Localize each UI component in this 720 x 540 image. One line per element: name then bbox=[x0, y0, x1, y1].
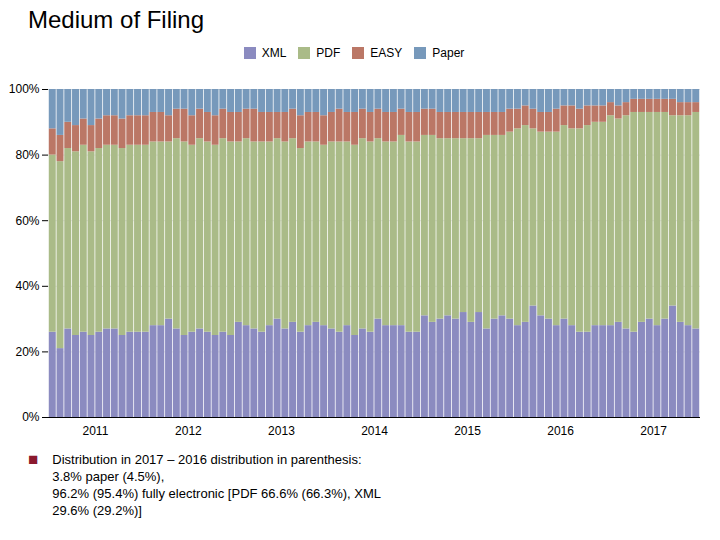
svg-text:80%: 80% bbox=[15, 148, 39, 162]
svg-text:2011: 2011 bbox=[82, 424, 108, 438]
svg-text:20%: 20% bbox=[15, 345, 39, 359]
svg-text:2015: 2015 bbox=[454, 424, 481, 438]
svg-text:40%: 40% bbox=[15, 279, 39, 293]
svg-text:60%: 60% bbox=[15, 214, 39, 228]
html-text:Medium of Filing: Medium of Filing bbox=[28, 6, 205, 33]
svg-text:0%: 0% bbox=[22, 410, 40, 424]
svg-text:2012: 2012 bbox=[175, 424, 202, 438]
svg-text:2017: 2017 bbox=[640, 424, 667, 438]
html-text:Paper: Paper bbox=[432, 45, 465, 60]
svg-text:2013: 2013 bbox=[268, 424, 295, 438]
html-text:Distribution in 2017 – 2016 di: Distribution in 2017 – 2016 distribution… bbox=[52, 452, 381, 518]
html-text:EASY: EASY bbox=[370, 45, 403, 60]
svg-text:100%: 100% bbox=[9, 82, 40, 96]
svg-text:2016: 2016 bbox=[547, 424, 574, 438]
svg-text:2014: 2014 bbox=[361, 424, 388, 438]
html-text:PDF: PDF bbox=[316, 45, 341, 60]
html-text:XML: XML bbox=[261, 45, 287, 60]
